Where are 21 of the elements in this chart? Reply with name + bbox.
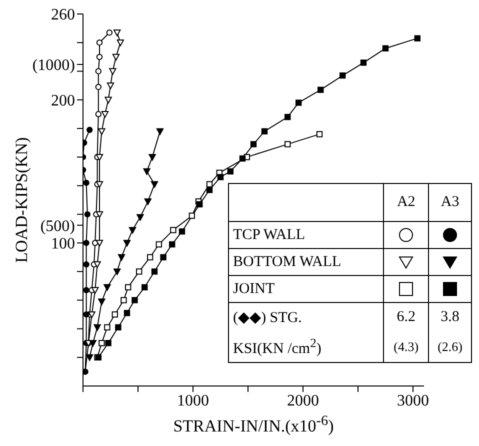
- y2-tick-label: (1000): [32, 57, 75, 74]
- x-tick-label: 3000: [397, 392, 429, 410]
- text: LOAD-KIPS(KN): [12, 137, 31, 263]
- x-tick-label: 2000: [287, 392, 319, 410]
- annotation: 6.2: [384, 302, 429, 332]
- x-axis-title: STRAIN-IN/IN.(x10$^{-6}$): [172, 413, 335, 437]
- text: 3.8: [428, 302, 472, 332]
- annotation: KSI(KN /cm$^{2}$): [228, 332, 384, 362]
- annotation: (◆◆) STG.: [228, 302, 384, 332]
- text: (2.6): [428, 332, 472, 362]
- y-tick-label: 260: [51, 6, 75, 24]
- annotation: JOINT: [228, 276, 384, 302]
- y-tick-label: 100: [51, 236, 75, 253]
- annotation: (4.3): [384, 332, 429, 362]
- annotation: BOTTOM WALL: [228, 248, 384, 276]
- x-tick-label: 1000: [177, 392, 209, 410]
- y2-tick-label: (500): [40, 218, 75, 235]
- text: A3: [428, 184, 472, 222]
- y-tick-label: 200: [51, 92, 75, 110]
- annotation: TCP WALL: [228, 222, 384, 248]
- annotation: A2: [384, 184, 429, 222]
